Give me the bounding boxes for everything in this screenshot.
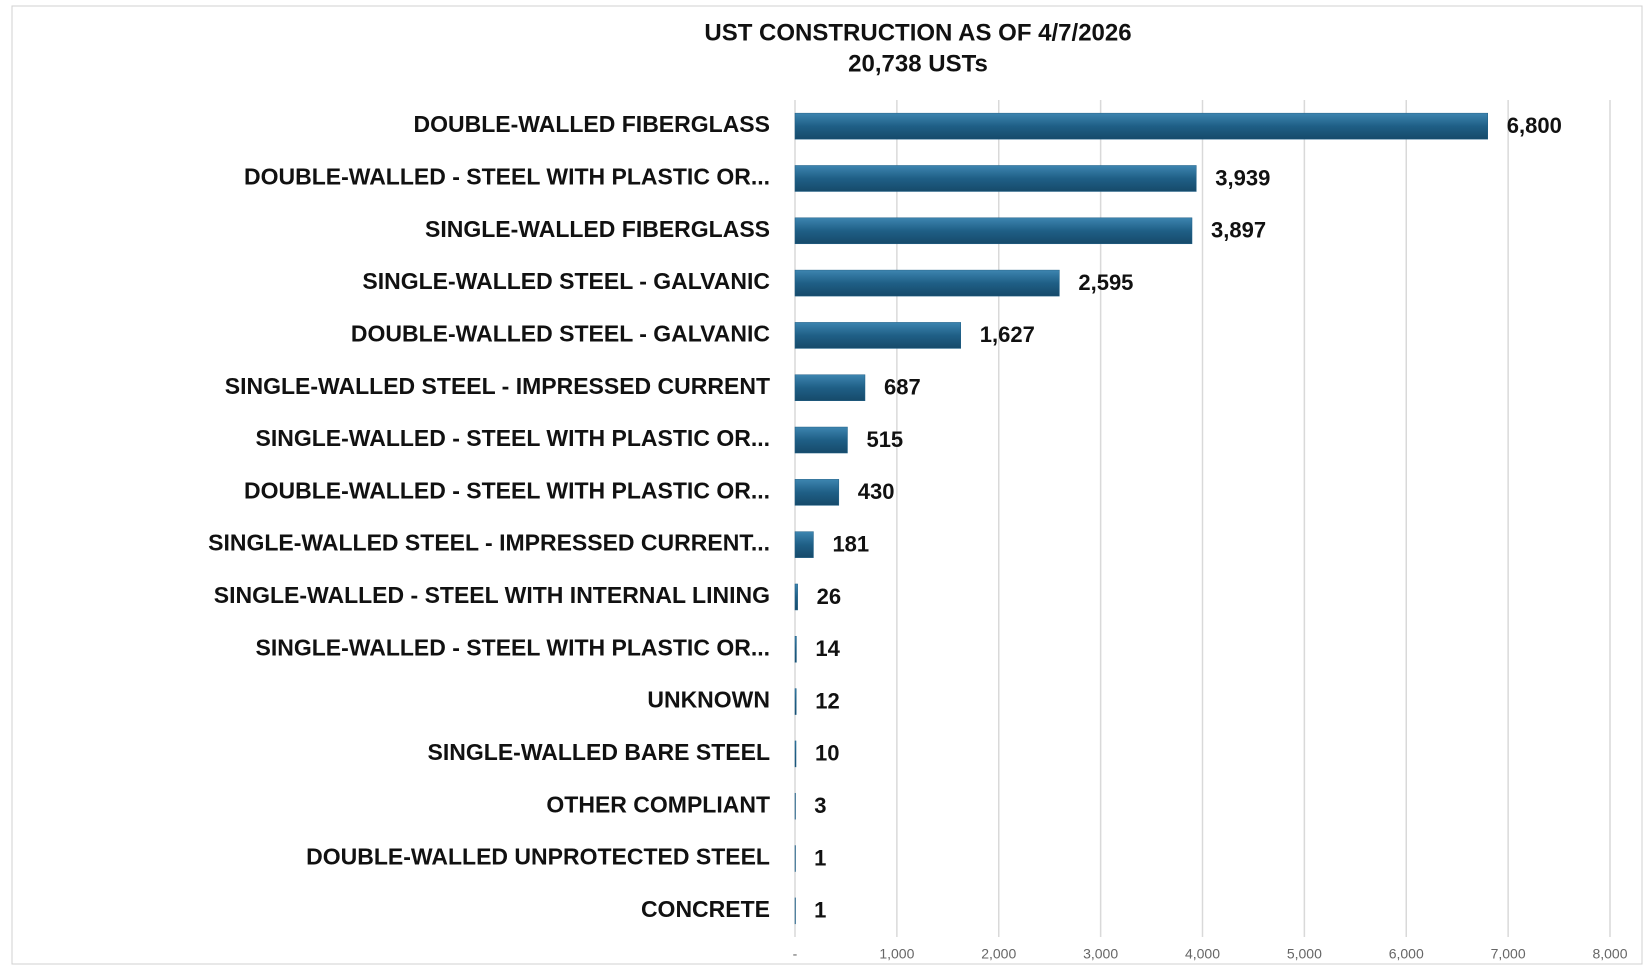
y-tick-label: SINGLE-WALLED STEEL - IMPRESSED CURRENT.… — [208, 530, 770, 556]
data-label: 6,800 — [1507, 113, 1562, 138]
y-tick-label: SINGLE-WALLED STEEL - IMPRESSED CURRENT — [225, 373, 770, 399]
bar — [794, 740, 797, 768]
chart-frame — [11, 5, 1643, 965]
y-tick-label: UNKNOWN — [647, 687, 770, 713]
data-label: 687 — [884, 375, 921, 400]
y-tick-label: DOUBLE-WALLED UNPROTECTED STEEL — [306, 844, 770, 870]
bar — [794, 112, 1488, 140]
y-tick-label: DOUBLE-WALLED - STEEL WITH PLASTIC OR... — [244, 477, 770, 503]
y-tick-label: SINGLE-WALLED - STEEL WITH INTERNAL LINI… — [214, 582, 770, 608]
y-tick-label: SINGLE-WALLED FIBERGLASS — [425, 216, 770, 242]
x-tick-label: 4,000 — [1185, 946, 1220, 962]
bar — [794, 792, 796, 820]
data-label: 3,897 — [1211, 218, 1266, 243]
y-tick-label: DOUBLE-WALLED STEEL - GALVANIC — [351, 320, 770, 346]
y-tick-label: SINGLE-WALLED - STEEL WITH PLASTIC OR... — [255, 634, 770, 660]
chart-title: UST CONSTRUCTION AS OF 4/7/2026 — [704, 19, 1131, 46]
bar — [794, 322, 962, 349]
y-tick-label: DOUBLE-WALLED - STEEL WITH PLASTIC OR... — [244, 164, 770, 190]
bar — [794, 217, 1193, 245]
data-label: 3 — [814, 793, 826, 818]
bar — [794, 374, 866, 401]
data-label: 2,595 — [1078, 270, 1133, 295]
y-tick-label: OTHER COMPLIANT — [546, 791, 770, 817]
x-tick-label: 2,000 — [981, 946, 1016, 962]
bar — [794, 479, 840, 506]
x-tick-label: 5,000 — [1287, 946, 1322, 962]
y-tick-label: SINGLE-WALLED STEEL - GALVANIC — [362, 268, 770, 294]
data-label: 515 — [866, 427, 903, 452]
chart-subtitle: 20,738 USTs — [848, 50, 988, 77]
bar — [794, 845, 796, 872]
data-label: 181 — [832, 531, 869, 556]
data-label: 3,939 — [1215, 165, 1270, 190]
data-label: 26 — [817, 584, 841, 609]
data-label: 1,627 — [980, 322, 1035, 347]
bar — [794, 583, 798, 611]
x-tick-label: 7,000 — [1491, 946, 1526, 962]
y-tick-label: SINGLE-WALLED - STEEL WITH PLASTIC OR... — [255, 425, 770, 451]
data-label: 10 — [815, 741, 839, 766]
data-label: 14 — [815, 636, 840, 661]
bar — [794, 688, 797, 715]
x-tick-label: 1,000 — [879, 946, 914, 962]
data-label: 1 — [814, 845, 826, 870]
x-tick-label: 8,000 — [1592, 946, 1627, 962]
y-tick-label: CONCRETE — [641, 896, 770, 922]
bar — [794, 165, 1197, 192]
y-tick-label: DOUBLE-WALLED FIBERGLASS — [414, 111, 771, 137]
bar — [794, 426, 848, 454]
bar — [794, 269, 1060, 297]
bar — [794, 531, 814, 558]
x-tick-label: 3,000 — [1083, 946, 1118, 962]
data-label: 12 — [815, 688, 839, 713]
bar — [794, 636, 797, 663]
bar — [794, 897, 796, 925]
data-label: 430 — [858, 479, 895, 504]
y-tick-label: SINGLE-WALLED BARE STEEL — [428, 739, 770, 765]
data-label: 1 — [814, 898, 826, 923]
x-tick-label: 6,000 — [1389, 946, 1424, 962]
x-tick-label: - — [793, 946, 798, 962]
